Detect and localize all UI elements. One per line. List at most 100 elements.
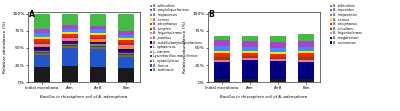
Bar (270, 57, 286, 59)
Bar (34, 52, 50, 53)
Bar (242, 53, 258, 56)
Bar (118, 38, 134, 40)
X-axis label: Bacillus in rhizosphere soil of A. adenophora: Bacillus in rhizosphere soil of A. adeno… (220, 95, 308, 99)
Bar (242, 51, 258, 53)
Bar (90, 35, 106, 38)
Bar (214, 59, 230, 62)
Bar (214, 36, 230, 40)
Bar (118, 31, 134, 35)
Bar (90, 42, 106, 43)
Legend: B. altitudinis, B. mycoides, B. mojavensis, B. cereus, B. atrophaeus, B. circula: B. altitudinis, B. mycoides, B. mojavens… (330, 4, 362, 45)
Bar (214, 47, 230, 51)
Bar (214, 62, 230, 79)
Bar (62, 25, 78, 29)
Bar (298, 57, 314, 59)
Bar (270, 48, 286, 52)
Bar (62, 32, 78, 34)
Y-axis label: Relative abundance (%): Relative abundance (%) (182, 21, 186, 73)
Bar (214, 79, 230, 82)
Bar (270, 79, 286, 82)
Bar (298, 41, 314, 47)
Bar (242, 79, 258, 82)
Bar (62, 42, 78, 44)
Bar (298, 59, 314, 62)
Bar (90, 44, 106, 46)
Bar (62, 41, 78, 42)
Bar (62, 34, 78, 37)
Legend: B. altitudinis, B. amyloliquefaciens, B. mojavensis, B. cereus, B. atrophaeus, B: B. altitudinis, B. amyloliquefaciens, B.… (150, 4, 202, 72)
Bar (242, 58, 258, 60)
Bar (298, 62, 314, 79)
Bar (118, 14, 134, 31)
Bar (118, 35, 134, 38)
Bar (62, 45, 78, 47)
Bar (242, 56, 258, 58)
Bar (214, 51, 230, 53)
Bar (118, 54, 134, 55)
Bar (90, 38, 106, 39)
Y-axis label: Relative abundance (%): Relative abundance (%) (2, 21, 6, 73)
Bar (34, 29, 50, 33)
Bar (34, 39, 50, 42)
Bar (242, 47, 258, 51)
Bar (34, 33, 50, 37)
Bar (90, 43, 106, 44)
Bar (118, 40, 134, 43)
Bar (62, 40, 78, 41)
Bar (214, 57, 230, 59)
Bar (34, 14, 50, 29)
Bar (118, 47, 134, 49)
Bar (242, 36, 258, 41)
Bar (242, 41, 258, 47)
Bar (34, 47, 50, 49)
Bar (270, 54, 286, 57)
Bar (270, 59, 286, 61)
Bar (62, 38, 78, 40)
Bar (90, 46, 106, 47)
Bar (298, 53, 314, 57)
Bar (270, 42, 286, 48)
Bar (298, 79, 314, 82)
Bar (34, 46, 50, 47)
Bar (270, 61, 286, 79)
Bar (62, 29, 78, 32)
Bar (34, 51, 50, 52)
Bar (214, 53, 230, 57)
Bar (270, 36, 286, 42)
Bar (90, 26, 106, 29)
Bar (62, 37, 78, 38)
Bar (118, 43, 134, 45)
Bar (270, 52, 286, 54)
Bar (118, 57, 134, 68)
Text: B: B (208, 10, 214, 19)
Bar (34, 42, 50, 44)
Bar (298, 47, 314, 51)
X-axis label: Bacillus in rhizosphere soil of A. adenophora: Bacillus in rhizosphere soil of A. adeno… (40, 95, 128, 99)
Bar (90, 67, 106, 82)
Bar (118, 51, 134, 53)
Bar (90, 39, 106, 40)
Bar (62, 47, 78, 48)
Bar (62, 66, 78, 82)
Bar (90, 29, 106, 33)
Bar (242, 60, 258, 79)
Bar (62, 48, 78, 66)
Bar (118, 53, 134, 54)
Bar (118, 45, 134, 47)
Bar (34, 37, 50, 39)
Bar (90, 49, 106, 67)
Bar (62, 14, 78, 25)
Text: A: A (28, 10, 34, 19)
Bar (90, 33, 106, 35)
Bar (34, 67, 50, 82)
Bar (62, 44, 78, 45)
Bar (118, 55, 134, 57)
Bar (298, 51, 314, 53)
Bar (90, 14, 106, 26)
Bar (118, 49, 134, 51)
Bar (90, 47, 106, 49)
Bar (90, 40, 106, 42)
Bar (34, 49, 50, 51)
Bar (34, 55, 50, 67)
Bar (34, 53, 50, 55)
